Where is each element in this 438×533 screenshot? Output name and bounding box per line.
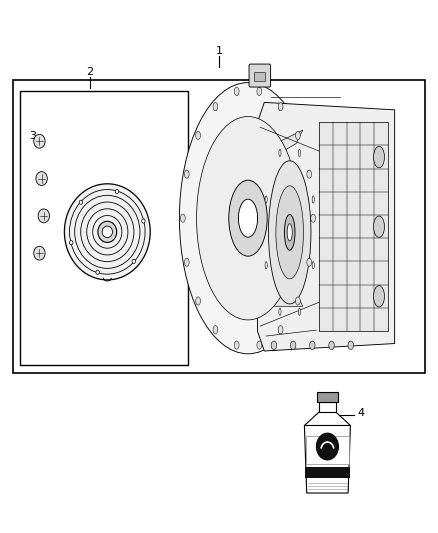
Ellipse shape	[79, 200, 83, 204]
Bar	[306, 436, 349, 464]
Ellipse shape	[115, 189, 119, 193]
Ellipse shape	[257, 87, 262, 95]
Bar	[254, 71, 265, 82]
Ellipse shape	[265, 262, 267, 269]
Circle shape	[38, 209, 49, 223]
Bar	[20, 91, 188, 365]
Ellipse shape	[213, 102, 218, 111]
Ellipse shape	[265, 196, 267, 203]
Text: 1: 1	[215, 46, 223, 56]
Circle shape	[34, 134, 45, 148]
Ellipse shape	[70, 240, 73, 245]
Ellipse shape	[348, 341, 353, 350]
Ellipse shape	[311, 214, 315, 222]
Ellipse shape	[196, 297, 201, 305]
Ellipse shape	[298, 308, 300, 316]
Ellipse shape	[196, 131, 201, 140]
Ellipse shape	[276, 186, 304, 279]
Ellipse shape	[374, 286, 385, 307]
Ellipse shape	[180, 83, 317, 354]
Ellipse shape	[279, 308, 281, 316]
Ellipse shape	[184, 170, 189, 178]
Bar	[317, 392, 338, 401]
Ellipse shape	[180, 214, 185, 222]
Ellipse shape	[307, 170, 311, 178]
Ellipse shape	[329, 341, 334, 350]
Text: 3: 3	[29, 131, 36, 141]
Ellipse shape	[312, 196, 314, 203]
Text: 2: 2	[86, 67, 93, 77]
Ellipse shape	[278, 102, 283, 111]
Ellipse shape	[374, 216, 385, 237]
Ellipse shape	[257, 341, 262, 349]
Ellipse shape	[197, 117, 300, 320]
Ellipse shape	[312, 262, 314, 269]
Ellipse shape	[298, 149, 300, 157]
Text: 4: 4	[357, 408, 364, 418]
Ellipse shape	[296, 131, 300, 140]
Ellipse shape	[234, 87, 239, 95]
Ellipse shape	[296, 297, 300, 305]
Circle shape	[36, 172, 47, 185]
Polygon shape	[260, 130, 303, 165]
Ellipse shape	[290, 341, 296, 350]
Bar	[319, 122, 388, 331]
Polygon shape	[304, 412, 350, 425]
Bar	[305, 467, 350, 479]
Ellipse shape	[229, 180, 267, 256]
Ellipse shape	[98, 221, 117, 243]
FancyBboxPatch shape	[249, 64, 271, 87]
Ellipse shape	[310, 341, 315, 350]
Ellipse shape	[374, 147, 385, 168]
Ellipse shape	[307, 258, 311, 266]
Ellipse shape	[278, 326, 283, 334]
Circle shape	[34, 246, 45, 260]
Circle shape	[316, 433, 339, 460]
Ellipse shape	[102, 226, 113, 238]
Ellipse shape	[284, 214, 295, 250]
Polygon shape	[258, 102, 395, 351]
Ellipse shape	[287, 224, 292, 241]
Ellipse shape	[141, 219, 145, 223]
Ellipse shape	[268, 161, 311, 304]
Ellipse shape	[234, 341, 239, 349]
Ellipse shape	[184, 258, 189, 266]
Ellipse shape	[213, 326, 218, 334]
Ellipse shape	[279, 149, 281, 157]
Polygon shape	[304, 425, 350, 493]
Bar	[13, 80, 425, 373]
Ellipse shape	[132, 260, 135, 263]
Polygon shape	[260, 289, 303, 306]
Ellipse shape	[271, 341, 277, 350]
Ellipse shape	[64, 184, 150, 280]
Ellipse shape	[96, 270, 99, 274]
Bar	[319, 401, 336, 412]
Ellipse shape	[238, 199, 258, 237]
